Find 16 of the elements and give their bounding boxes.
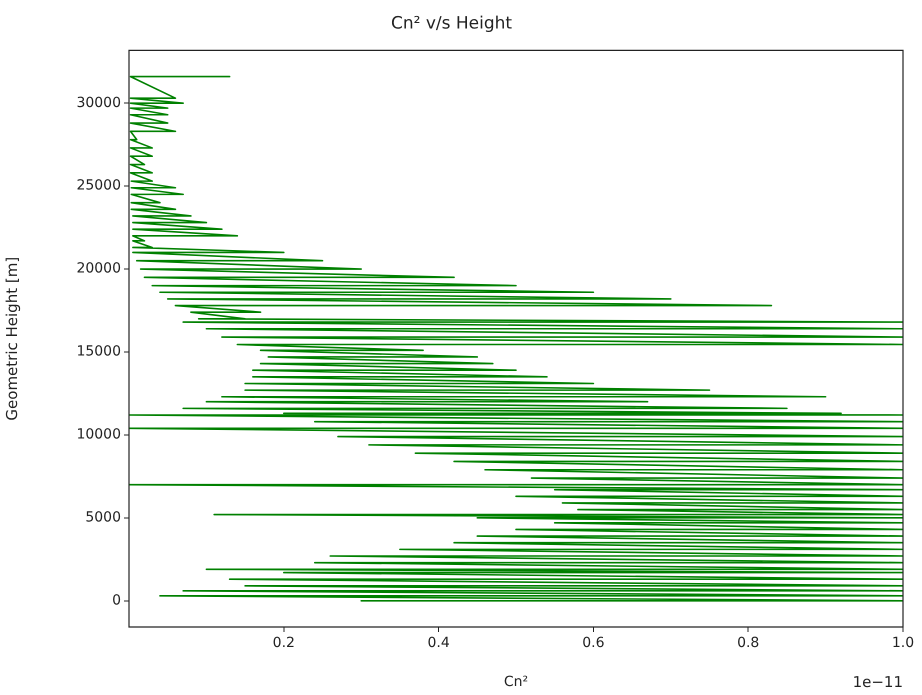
y-tick-label: 20000 — [76, 260, 121, 277]
y-tick-label: 0 — [112, 592, 121, 608]
x-tick-label: 0.8 — [737, 635, 760, 652]
x-tick-label: 0.2 — [272, 635, 295, 652]
x-axis-title: Cn² — [504, 674, 528, 690]
text: 1e−11 — [852, 673, 903, 691]
y-tick-label: 15000 — [76, 344, 121, 360]
y-tick-label: 25000 — [76, 178, 121, 194]
y-axis-title: Geometric Height [m] — [2, 256, 21, 421]
x-tick-label: 0.4 — [427, 635, 450, 652]
x-tick-label: 0.6 — [582, 635, 605, 652]
chart-title: Cn² v/s Height — [390, 14, 512, 34]
x-tick-label: 1.0 — [892, 635, 914, 652]
y-tick-label: 10000 — [76, 426, 121, 443]
y-tick-label: 5000 — [85, 509, 121, 526]
y-tick-label: 30000 — [76, 94, 121, 111]
